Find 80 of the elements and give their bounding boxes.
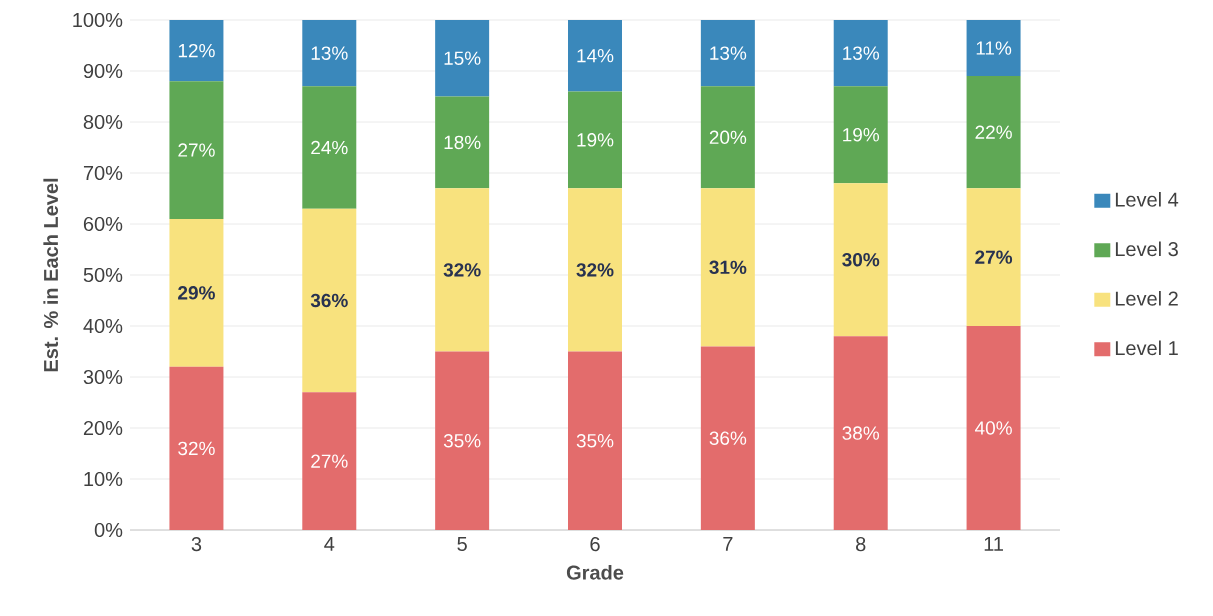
bar: [169, 20, 224, 82]
data-label: 24%: [311, 140, 348, 155]
bar: [302, 86, 357, 209]
data-label: 13%: [710, 46, 747, 60]
bar: [700, 86, 755, 189]
data-label: 13%: [311, 46, 348, 60]
bar: [833, 336, 888, 530]
legend-label: Level 3: [1115, 241, 1178, 257]
data-label: 18%: [444, 135, 481, 150]
y-tick-label: 60%: [83, 216, 123, 232]
bar: [700, 20, 755, 87]
legend-label: Level 1: [1115, 340, 1178, 356]
bar: [435, 351, 490, 530]
y-tick-label: 20%: [83, 420, 123, 436]
bar: [568, 351, 622, 530]
x-tick-label: 7: [723, 537, 733, 551]
data-label: 27%: [311, 454, 348, 468]
y-tick-label: 0%: [94, 522, 123, 538]
bar: [700, 346, 755, 530]
y-tick-label: 100%: [73, 12, 123, 28]
bar: [435, 96, 490, 189]
bar: [435, 20, 490, 97]
x-tick-label: 11: [984, 537, 1003, 551]
data-label: 14%: [577, 49, 614, 63]
data-label: 19%: [577, 133, 614, 147]
bar: [169, 366, 224, 530]
data-label: 36%: [709, 431, 747, 445]
y-tick-label: 50%: [83, 267, 123, 283]
bar: [966, 20, 1021, 77]
bar: [302, 208, 357, 393]
data-label: 27%: [178, 143, 215, 157]
data-label: 35%: [576, 434, 614, 448]
data-label: 31%: [709, 260, 747, 275]
bar: [302, 392, 357, 530]
data-label: 29%: [178, 286, 215, 300]
data-label: 38%: [842, 426, 880, 440]
bar: [966, 188, 1021, 326]
data-label: 20%: [709, 130, 747, 145]
data-label: 11%: [976, 41, 1012, 55]
data-label: 35%: [443, 434, 481, 448]
bar: [700, 188, 755, 347]
y-tick-label: 90%: [83, 63, 123, 79]
x-axis-title: Grade: [566, 564, 624, 580]
data-label: 36%: [310, 293, 348, 308]
y-tick-label: 30%: [83, 369, 123, 385]
data-label: 12%: [178, 43, 215, 58]
data-label: 30%: [842, 252, 880, 267]
bar: [568, 91, 622, 189]
y-axis-title: Est. % in Each Level: [43, 178, 59, 372]
bar: [966, 326, 1021, 530]
bar: [833, 86, 888, 184]
bar: [966, 76, 1021, 189]
bar: [302, 20, 357, 87]
bar: [568, 20, 622, 92]
bar: [169, 81, 224, 219]
x-tick-label: 3: [191, 537, 202, 552]
x-tick-label: 8: [856, 537, 866, 552]
y-tick-label: 10%: [84, 471, 123, 487]
bar: [568, 188, 622, 352]
data-label: 32%: [178, 441, 215, 456]
data-label: 40%: [975, 421, 1012, 435]
y-tick-label: 80%: [83, 114, 123, 130]
legend-label: Level 4: [1115, 192, 1179, 207]
y-tick-label: 70%: [83, 165, 123, 181]
bar: [833, 20, 888, 87]
x-tick-label: 4: [324, 537, 335, 551]
legend-label: Level 2: [1115, 291, 1178, 306]
data-label: 32%: [443, 263, 481, 277]
bar: [833, 183, 888, 337]
data-label: 22%: [975, 125, 1012, 139]
data-label: 27%: [975, 250, 1013, 264]
data-label: 32%: [576, 263, 614, 277]
x-tick-label: 5: [457, 537, 467, 552]
x-tick-label: 6: [590, 537, 600, 552]
data-label: 19%: [843, 128, 880, 142]
bar: [169, 218, 224, 367]
data-label: 15%: [444, 51, 481, 65]
y-tick-label: 40%: [83, 318, 123, 334]
bar: [435, 188, 490, 352]
data-label: 13%: [843, 46, 880, 60]
